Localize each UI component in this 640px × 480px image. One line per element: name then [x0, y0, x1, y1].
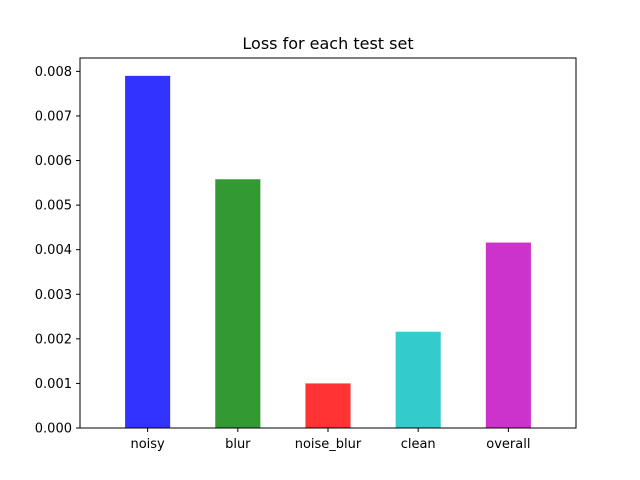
bar-noisy [125, 75, 171, 428]
bar-clean [395, 331, 441, 428]
x-tick-label: noisy [130, 437, 165, 452]
y-tick-label: 0.005 [35, 199, 72, 214]
y-tick-label: 0.008 [35, 65, 72, 80]
y-tick-label: 0.006 [35, 154, 72, 169]
y-tick-label: 0.000 [35, 422, 72, 437]
bar-noise_blur [305, 383, 351, 428]
chart-title: Loss for each test set [242, 34, 413, 53]
x-tick-label: clean [401, 437, 436, 452]
y-axis-ticks: 0.000 0.001 0.002 0.003 0.004 0.005 0.006 0.007… [35, 65, 80, 437]
y-tick-label: 0.004 [35, 243, 72, 258]
y-tick-label: 0.007 [35, 109, 72, 124]
y-tick-label: 0.003 [35, 288, 72, 303]
bar-overall [485, 242, 531, 428]
x-tick-label: noise_blur [295, 437, 362, 452]
bars-group [125, 75, 531, 428]
x-tick-label: overall [486, 437, 530, 452]
y-tick-label: 0.001 [35, 377, 72, 392]
plot-frame [79, 57, 577, 429]
y-tick-label: 0.002 [35, 332, 72, 347]
bar-blur [215, 179, 261, 428]
x-axis-ticks: noisy blur noise_blur clean overall [130, 428, 530, 452]
x-tick-label: blur [225, 437, 251, 452]
